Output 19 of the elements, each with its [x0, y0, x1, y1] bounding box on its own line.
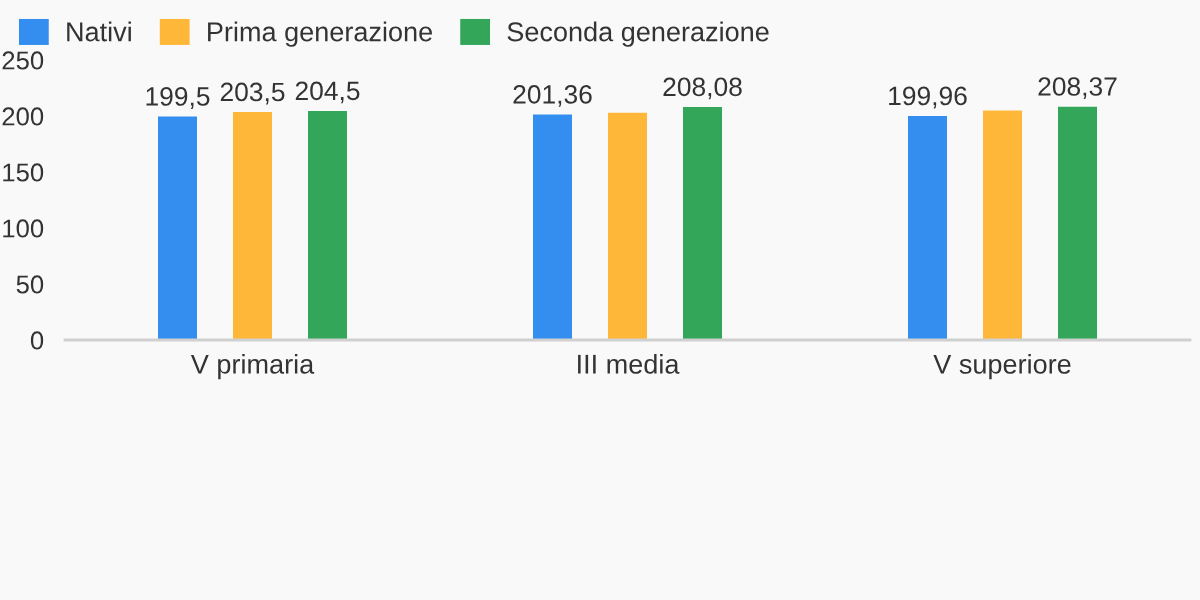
y-tick-label: 150	[3, 163, 44, 182]
x-tick-label: V primaria	[190, 353, 315, 380]
legend-label: Seconda generazione	[507, 21, 769, 47]
data-label: 201,36	[513, 85, 592, 107]
data-label: 199,5	[146, 87, 210, 109]
legend-label: Nativi	[67, 21, 131, 42]
legend-label: Prima generazione	[208, 21, 432, 47]
x-tick-label: III media	[578, 353, 680, 374]
y-tick-label: 100	[3, 219, 44, 238]
y-tick-label: 200	[2, 107, 44, 126]
data-label: 199,96	[889, 86, 967, 109]
data-label: 208,08	[663, 77, 742, 100]
x-tick-label: V superiore	[933, 353, 1071, 380]
data-label: 208,37	[1038, 77, 1117, 99]
data-label: 203,5	[220, 82, 285, 105]
y-tick-label: 250	[2, 51, 44, 70]
y-tick-label: 0	[30, 331, 44, 350]
y-tick-label: 50	[16, 275, 44, 294]
data-label: 204,5	[295, 81, 360, 104]
